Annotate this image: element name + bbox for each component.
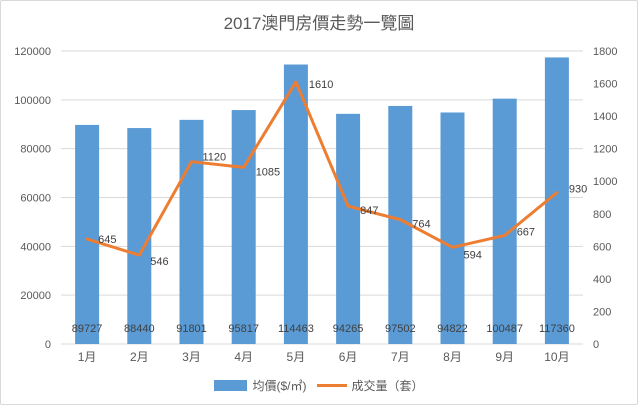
right-axis-tick-label: 1200 [593, 144, 617, 156]
bar-series-label: 均價($/㎡) [252, 379, 307, 393]
left-axis-tick-label: 40000 [20, 241, 51, 253]
x-axis-category-label: 8月 [443, 350, 462, 364]
bar-8月 [440, 112, 465, 344]
line-value-label: 594 [464, 249, 482, 261]
line-value-label: 1120 [203, 152, 227, 164]
line-value-label: 546 [150, 256, 168, 268]
x-axis-category-label: 6月 [339, 350, 358, 364]
bar-value-label: 97502 [385, 323, 416, 335]
bar-series-swatch [214, 380, 248, 391]
left-axis-tick-label: 80000 [20, 144, 51, 156]
bar-9月 [492, 98, 517, 344]
x-axis-category-label: 5月 [287, 350, 306, 364]
bar-value-label: 94265 [333, 323, 364, 335]
bar-3月 [179, 119, 204, 344]
line-value-label: 930 [569, 184, 587, 196]
right-axis-tick-label: 400 [593, 274, 611, 286]
line-value-label: 667 [517, 226, 535, 238]
bar-1月 [75, 124, 100, 345]
bar-value-label: 100487 [486, 323, 523, 335]
right-axis-tick-label: 1400 [593, 111, 617, 123]
x-axis-category-label: 10月 [544, 350, 569, 364]
line-series-swatch [316, 384, 347, 387]
x-axis-category-label: 7月 [391, 350, 410, 364]
right-axis-tick-label: 800 [593, 209, 611, 221]
bar-value-label: 117360 [539, 323, 575, 335]
line-value-label: 1085 [256, 166, 280, 178]
line-series-label: 成交量（套） [351, 379, 424, 393]
bar-5月 [283, 64, 308, 345]
bar-value-label: 95817 [228, 323, 259, 335]
left-axis-tick-label: 20000 [20, 290, 51, 302]
legend-item-bar-series: 均價($/㎡) [214, 377, 307, 394]
left-axis-tick-label: 120000 [14, 46, 51, 58]
chart-legend: 均價($/㎡) 成交量（套） [1, 377, 637, 394]
line-series [85, 80, 559, 257]
right-axis-tick-label: 600 [593, 241, 611, 253]
bar-value-label: 94822 [437, 323, 468, 335]
line-value-label: 764 [412, 219, 430, 231]
right-axis-tick-label: 1600 [593, 79, 617, 91]
bar-4月 [231, 110, 256, 345]
line-value-label: 645 [98, 234, 116, 246]
bar-2月 [127, 128, 152, 344]
left-axis-tick-label: 60000 [20, 193, 51, 205]
line-value-label: 847 [360, 205, 378, 217]
right-axis-tick-label: 1000 [593, 176, 617, 188]
bar-value-label: 114463 [278, 323, 314, 335]
right-axis-tick-label: 1800 [593, 46, 617, 58]
bar-value-label: 88440 [124, 323, 155, 335]
left-axis-tick-label: 100000 [14, 95, 51, 107]
right-axis-tick-label: 200 [593, 306, 611, 318]
bar-value-label: 89727 [72, 323, 103, 335]
x-axis-category-label: 2月 [130, 350, 149, 364]
left-axis-tick-label: 0 [45, 339, 51, 351]
x-axis-category-label: 4月 [234, 350, 253, 364]
bar-value-label: 91801 [176, 323, 207, 335]
x-axis-category-label: 3月 [182, 350, 201, 364]
x-axis-category-label: 1月 [78, 350, 97, 364]
bar-6月 [336, 113, 361, 344]
right-axis-tick-label: 0 [593, 339, 599, 351]
x-axis-category-label: 9月 [495, 350, 514, 364]
line-value-label: 1610 [309, 79, 333, 91]
chart-title: 2017澳門房價走勢一覽圖 [223, 14, 415, 33]
legend-item-line-series: 成交量（套） [316, 377, 424, 394]
